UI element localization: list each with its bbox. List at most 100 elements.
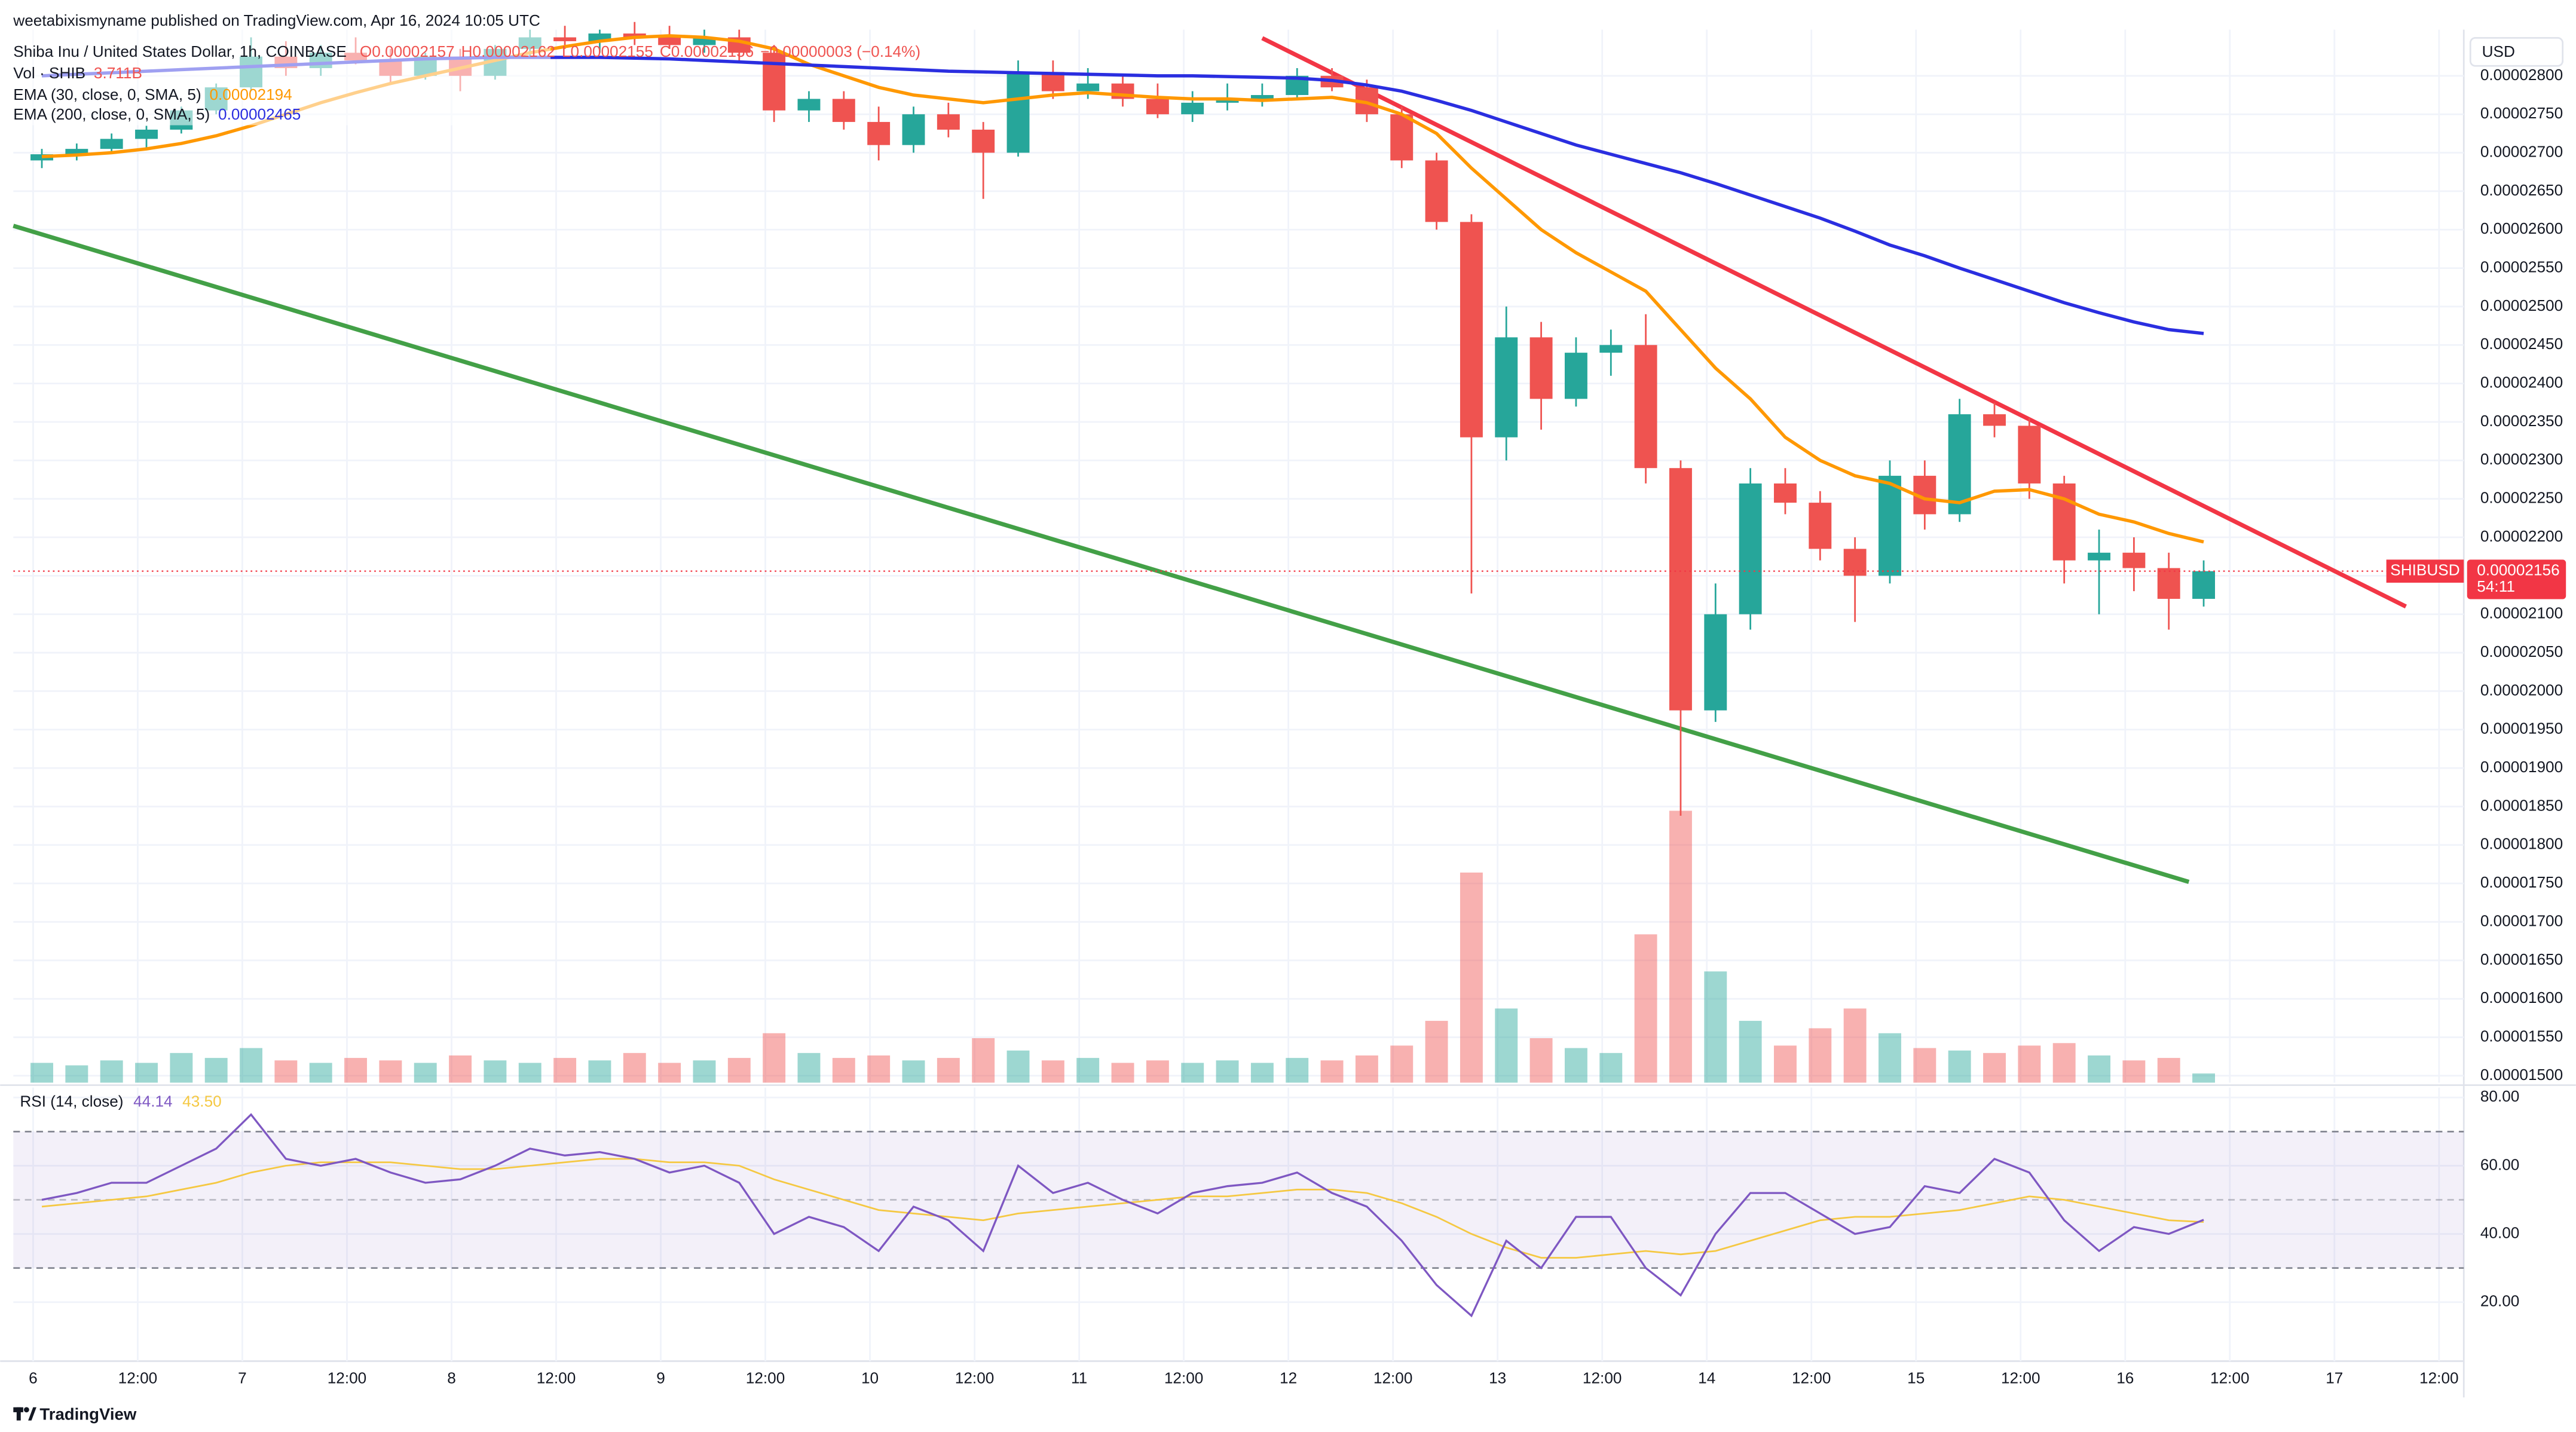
volume-bar (1006, 1050, 1030, 1083)
volume-bar (1425, 1021, 1448, 1083)
candle-body (1879, 476, 1901, 576)
x-tick-label: 10 (861, 1369, 879, 1387)
rsi-value: 43.50 (182, 1092, 222, 1110)
volume-bar (1286, 1058, 1309, 1083)
candle-body (1634, 345, 1657, 469)
volume-bar (2018, 1045, 2041, 1083)
x-tick-label: 12:00 (1792, 1369, 1831, 1387)
trendline (13, 224, 2190, 885)
candle-body (1529, 337, 1553, 399)
y-tick-label: 40.00 (2480, 1223, 2520, 1241)
rsi-line (41, 1158, 2204, 1259)
volume-legend: Vol · SHIB (13, 64, 85, 82)
symbol-tag (2386, 559, 2464, 583)
price-tag (2467, 559, 2566, 599)
y-tick-label: 0.00002700 (2480, 142, 2563, 160)
volume-bar (2088, 1055, 2110, 1083)
volume-bar (658, 1063, 681, 1083)
rsi-value: 44.14 (133, 1092, 173, 1110)
volume-bar (1774, 1045, 1797, 1083)
y-tick-label: 0.00002750 (2480, 104, 2563, 122)
volume-bar (309, 1063, 332, 1083)
x-tick-label: 12:00 (1583, 1369, 1622, 1387)
volume-bar (1634, 934, 1657, 1083)
volume-bar (2122, 1060, 2146, 1083)
candle-body (1181, 102, 1204, 115)
legend-value: 0.00002194 (209, 85, 292, 103)
candle-body (1809, 503, 1832, 549)
logo-part (23, 1407, 29, 1413)
volume-bar (240, 1048, 263, 1083)
candle-body (65, 149, 88, 155)
ohlc-label: H0.00002162 (461, 42, 555, 60)
candle-body (1948, 414, 1971, 515)
volume-bar (484, 1060, 507, 1083)
y-tick-label: 0.00002500 (2480, 296, 2563, 314)
y-tick-label: 0.00001650 (2480, 950, 2563, 968)
candle-body (1146, 99, 1169, 115)
volume-bar (1564, 1048, 1587, 1083)
x-tick-label: 12:00 (118, 1369, 158, 1387)
x-tick-label: 15 (1907, 1369, 1925, 1387)
candle-body (2122, 552, 2146, 568)
currency-box[interactable] (2469, 37, 2564, 67)
volume-bar (1913, 1048, 1936, 1083)
volume-bar (867, 1055, 891, 1083)
legend-value: 0.00002465 (218, 105, 301, 123)
candle-body (1669, 468, 1692, 711)
candle-body (1006, 72, 1030, 153)
rsi-band (13, 1131, 2464, 1268)
x-tick-label: 14 (1698, 1369, 1715, 1387)
volume-bar (518, 1063, 541, 1083)
volume-bar (1250, 1063, 1274, 1083)
y-tick-label: 0.00001700 (2480, 911, 2563, 929)
legend-name: EMA (30, close, 0, SMA, 5) (13, 85, 201, 103)
volume-bar (727, 1058, 751, 1083)
volume-bar (902, 1060, 925, 1083)
candle-body (763, 53, 786, 111)
volume-bar (1495, 1008, 1518, 1083)
candle-body (972, 129, 995, 153)
volume-bar (832, 1058, 855, 1083)
logo-part (28, 1407, 36, 1421)
volume-bar (1041, 1060, 1064, 1083)
candle-body (1390, 114, 1414, 161)
volume-bar (274, 1060, 298, 1083)
x-tick-label: 12:00 (2419, 1369, 2459, 1387)
publisher: weetabixismyname published on TradingVie… (13, 11, 540, 29)
volume-bar (65, 1065, 88, 1083)
volume-bar (937, 1058, 960, 1083)
currency-label: USD (2482, 42, 2515, 60)
y-tick-label: 0.00001900 (2480, 758, 2563, 776)
y-tick-label: 80.00 (2480, 1087, 2520, 1105)
candle-body (902, 114, 925, 145)
volume-bar (204, 1058, 228, 1083)
volume-bar (1879, 1033, 1901, 1083)
x-tick-label: 12:00 (1164, 1369, 1204, 1387)
volume-bar (972, 1038, 995, 1083)
volume-bar (693, 1060, 716, 1083)
volume-legend-value: 3.711B (94, 64, 142, 82)
volume-bar (1843, 1008, 1867, 1083)
candle-body (658, 37, 681, 45)
y-tick-label: 0.00001950 (2480, 720, 2563, 738)
rsi-title: RSI (14, close) (20, 1092, 123, 1110)
y-tick-label: 0.00001800 (2480, 835, 2563, 853)
candle-body (2157, 568, 2180, 599)
trendline (1261, 36, 2407, 609)
volume-bar (1809, 1028, 1832, 1083)
y-tick-label: 0.00002650 (2480, 181, 2563, 199)
candle-body (553, 37, 577, 41)
candle-body (30, 154, 53, 161)
candle-body (1564, 353, 1587, 399)
y-tick-label: 0.00002100 (2480, 604, 2563, 622)
volume-bar (1983, 1052, 2006, 1083)
volume-bar (379, 1060, 402, 1083)
x-tick-label: 16 (2116, 1369, 2134, 1387)
y-tick-label: 0.00001850 (2480, 796, 2563, 814)
y-tick-label: 0.00002200 (2480, 527, 2563, 545)
volume-bar (170, 1052, 193, 1083)
volume-bar (1181, 1063, 1204, 1083)
legend-name: EMA (200, close, 0, SMA, 5) (13, 105, 210, 123)
